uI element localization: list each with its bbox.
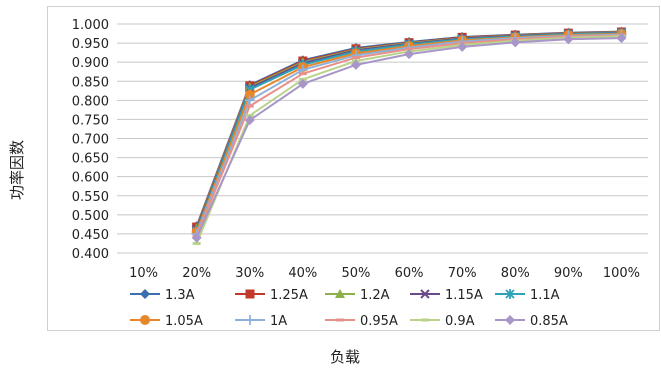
legend-marker [140, 289, 150, 299]
legend-item: 1.2A [325, 288, 390, 303]
legend-label: 1.3A [165, 288, 195, 303]
data-point [563, 34, 574, 45]
legend-label: 1.25A [270, 288, 308, 303]
data-point [616, 33, 627, 44]
legend-item: 0.85A [495, 314, 568, 329]
series-1.15A [191, 28, 627, 235]
legend-label: 0.85A [530, 314, 568, 329]
legend-item: 1.3A [130, 288, 195, 303]
data-point [510, 37, 521, 48]
y-tick-labels: 0.400 0.450 0.500 0.550 0.600 0.650 0.700 0.750… [72, 18, 109, 262]
legend-item: 1.25A [235, 288, 308, 303]
legend-marker [505, 315, 515, 325]
legend-item: 1.05A [130, 314, 203, 329]
legend-item: 0.9A [410, 314, 475, 329]
legend-marker [140, 315, 150, 325]
legend-label: 1.1A [530, 288, 560, 303]
legend: 1.3A 1.25A 1.2A 1.15A 1.1A 1.05A 1A 0.95A 0.9A 0.… [130, 288, 568, 329]
series-1A [191, 29, 627, 239]
series-line [195, 32, 622, 232]
x-tick-label: 30% [235, 266, 264, 281]
data-point [404, 49, 415, 60]
x-tick-label: 80% [501, 266, 530, 281]
gridlines [117, 23, 648, 254]
x-tick-labels: 10% 20% 30% 40% 50% 60% 70% 80% 90% 100% [129, 266, 640, 281]
y-tick-label: 0.800 [72, 94, 109, 109]
data-point [457, 41, 468, 52]
legend-marker [245, 289, 255, 299]
legend-label: 1.05A [165, 314, 203, 329]
legend-label: 1A [270, 314, 287, 329]
data-point [192, 241, 201, 245]
legend-marker [505, 289, 515, 299]
y-tick-label: 0.450 [72, 228, 109, 243]
data-point [351, 56, 360, 60]
series-1.1A [192, 28, 627, 236]
data-point [245, 104, 254, 108]
legend-marker [421, 318, 429, 322]
y-tick-label: 0.400 [72, 247, 109, 262]
data-point [244, 95, 255, 106]
y-tick-label: 0.600 [72, 171, 109, 186]
legend-item: 1A [235, 314, 287, 329]
x-tick-label: 60% [395, 266, 424, 281]
x-tick-label: 10% [129, 266, 158, 281]
y-tick-label: 0.850 [72, 75, 109, 90]
data-point [191, 232, 202, 243]
data-point [244, 115, 255, 126]
x-axis-title: 负载 [330, 348, 360, 366]
series-line [195, 34, 622, 237]
series-line [195, 35, 622, 244]
legend-item: 1.15A [410, 288, 483, 303]
series-0.9A [192, 34, 626, 245]
series-line [195, 37, 622, 239]
y-tick-label: 1.000 [72, 18, 109, 33]
series-1.05A [191, 28, 627, 238]
y-tick-label: 0.950 [72, 37, 109, 52]
legend-label: 0.9A [445, 314, 475, 329]
legend-item: 0.95A [325, 314, 398, 329]
y-tick-label: 0.700 [72, 133, 109, 148]
legend-label: 0.95A [360, 314, 398, 329]
data-point [244, 89, 255, 100]
legend-label: 1.2A [360, 288, 390, 303]
y-tick-label: 0.750 [72, 113, 109, 128]
y-tick-label: 0.500 [72, 209, 109, 224]
series-line [195, 32, 622, 233]
x-tick-label: 40% [288, 266, 317, 281]
x-tick-label: 90% [554, 266, 583, 281]
series-0.95A [192, 33, 626, 238]
x-tick-label: 20% [182, 266, 211, 281]
series-line [195, 30, 622, 227]
x-tick-label: 50% [341, 266, 370, 281]
series-0.85A [191, 33, 627, 243]
y-axis-title: 功率因数 [8, 140, 26, 200]
y-tick-label: 0.650 [72, 152, 109, 167]
y-tick-label: 0.550 [72, 190, 109, 205]
x-tick-label: 70% [448, 266, 477, 281]
y-tick-label: 0.900 [72, 56, 109, 71]
legend-marker [335, 289, 345, 298]
series-line [195, 31, 622, 228]
legend-item: 1.1A [495, 288, 560, 303]
series-lines [191, 26, 627, 245]
legend-marker [420, 289, 430, 299]
legend-marker [245, 315, 255, 325]
data-point [298, 72, 307, 76]
x-tick-label: 100% [603, 266, 640, 281]
series-line [195, 33, 622, 235]
legend-marker [336, 318, 344, 322]
data-point [297, 78, 308, 89]
chart-frame [47, 6, 660, 331]
data-point [350, 59, 361, 70]
legend-label: 1.15A [445, 288, 483, 303]
